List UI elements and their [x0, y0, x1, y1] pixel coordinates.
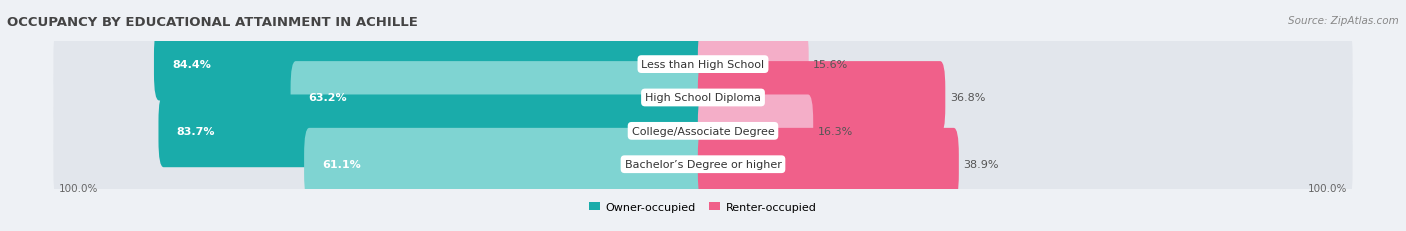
FancyBboxPatch shape — [53, 95, 1353, 167]
Text: 84.4%: 84.4% — [172, 60, 211, 70]
Text: College/Associate Degree: College/Associate Degree — [631, 126, 775, 136]
Text: High School Diploma: High School Diploma — [645, 93, 761, 103]
Text: 15.6%: 15.6% — [813, 60, 848, 70]
Text: 63.2%: 63.2% — [308, 93, 347, 103]
Text: 36.8%: 36.8% — [950, 93, 986, 103]
FancyBboxPatch shape — [291, 62, 709, 134]
Text: 100.0%: 100.0% — [59, 183, 98, 193]
FancyBboxPatch shape — [697, 95, 813, 167]
Text: Less than High School: Less than High School — [641, 60, 765, 70]
Text: Bachelor’s Degree or higher: Bachelor’s Degree or higher — [624, 160, 782, 170]
Text: 100.0%: 100.0% — [1308, 183, 1347, 193]
Text: Source: ZipAtlas.com: Source: ZipAtlas.com — [1288, 16, 1399, 26]
FancyBboxPatch shape — [53, 62, 1353, 134]
Text: 61.1%: 61.1% — [322, 160, 361, 170]
FancyBboxPatch shape — [53, 128, 1353, 201]
FancyBboxPatch shape — [304, 128, 709, 201]
FancyBboxPatch shape — [697, 128, 959, 201]
FancyBboxPatch shape — [155, 29, 709, 101]
FancyBboxPatch shape — [697, 62, 945, 134]
FancyBboxPatch shape — [159, 95, 709, 167]
Text: 83.7%: 83.7% — [177, 126, 215, 136]
FancyBboxPatch shape — [53, 29, 1353, 101]
Text: OCCUPANCY BY EDUCATIONAL ATTAINMENT IN ACHILLE: OCCUPANCY BY EDUCATIONAL ATTAINMENT IN A… — [7, 16, 418, 29]
Legend: Owner-occupied, Renter-occupied: Owner-occupied, Renter-occupied — [585, 197, 821, 216]
Text: 38.9%: 38.9% — [963, 160, 998, 170]
Text: 16.3%: 16.3% — [818, 126, 853, 136]
FancyBboxPatch shape — [697, 29, 808, 101]
